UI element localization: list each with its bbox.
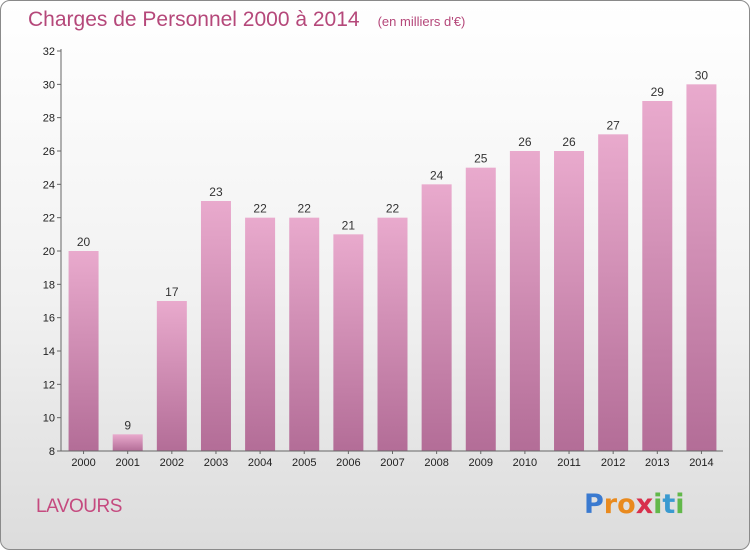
logo-letter: x <box>635 489 654 520</box>
y-tick-label: 30 <box>43 79 55 91</box>
chart-title: Charges de Personnel 2000 à 2014 (en mill… <box>28 8 465 32</box>
data-label: 22 <box>298 202 312 216</box>
bar <box>598 134 629 452</box>
y-tick-label: 20 <box>43 246 55 258</box>
bar <box>377 217 408 451</box>
axes-group: 2000 2001 2002 2003 2004 2005 2006 2007 2008 2009… <box>43 46 723 469</box>
data-label: 20 <box>77 235 91 249</box>
bar <box>68 251 99 451</box>
x-tick-label: 2002 <box>160 457 184 469</box>
x-tick-label: 2014 <box>689 457 713 469</box>
bars-group: 20 9 17 23 22 22 21 22 24 25 26 26 27 29 30 <box>68 68 717 452</box>
bar <box>554 151 585 451</box>
bar <box>421 184 452 452</box>
x-tick-label: 2004 <box>248 457 272 469</box>
data-label: 26 <box>562 135 576 149</box>
y-tick-label: 26 <box>43 146 55 158</box>
bar <box>465 167 496 451</box>
y-tick-label: 8 <box>49 446 55 458</box>
data-label: 25 <box>474 152 488 166</box>
data-label: 24 <box>430 168 444 182</box>
chart-subtitle: (en milliers d'€) <box>377 14 466 29</box>
data-label: 9 <box>124 418 131 432</box>
x-tick-label: 2006 <box>336 457 360 469</box>
x-tick-label: 2000 <box>71 457 95 469</box>
bar <box>642 101 673 451</box>
x-tick-label: 2001 <box>115 457 139 469</box>
x-tick-label: 2010 <box>513 457 537 469</box>
y-tick-label: 12 <box>43 379 55 391</box>
y-tick-label: 18 <box>43 279 55 291</box>
proxiti-logo: Proxiti <box>584 489 685 520</box>
x-tick-label: 2005 <box>292 457 316 469</box>
place-label: LAVOURS <box>36 496 122 517</box>
logo-letter: r <box>603 489 618 520</box>
y-tick-label: 10 <box>43 413 55 425</box>
data-label: 21 <box>342 218 356 232</box>
bar <box>112 434 143 451</box>
y-tick-label: 16 <box>43 313 55 325</box>
x-tick-label: 2008 <box>424 457 448 469</box>
bar <box>509 151 540 451</box>
chart-title-text: Charges de Personnel 2000 à 2014 <box>28 8 360 31</box>
y-tick-label: 32 <box>43 46 55 58</box>
data-label: 17 <box>165 285 179 299</box>
data-label: 23 <box>209 185 223 199</box>
bar <box>245 217 276 451</box>
logo-letter: P <box>584 489 604 520</box>
x-tick-label: 2003 <box>204 457 228 469</box>
y-tick-label: 22 <box>43 213 55 225</box>
x-tick-label: 2013 <box>645 457 669 469</box>
data-label: 27 <box>606 118 620 132</box>
bar <box>686 84 717 451</box>
x-tick-label: 2012 <box>601 457 625 469</box>
y-tick-label: 28 <box>43 113 55 125</box>
x-tick-label: 2007 <box>380 457 404 469</box>
logo-letter: i <box>675 489 685 520</box>
data-label: 29 <box>651 85 665 99</box>
logo-letter: o <box>617 489 636 520</box>
y-tick-label: 24 <box>43 179 55 191</box>
data-label: 26 <box>518 135 532 149</box>
x-tick-label: 2009 <box>469 457 493 469</box>
bar <box>289 217 320 451</box>
logo-letter: i <box>653 489 663 520</box>
y-tick-label: 14 <box>43 346 55 358</box>
data-label: 30 <box>695 68 709 82</box>
logo-letter: t <box>662 489 676 520</box>
x-tick-label: 2011 <box>557 457 581 469</box>
bar <box>333 234 364 451</box>
data-label: 22 <box>253 202 267 216</box>
bar <box>156 301 187 451</box>
data-label: 22 <box>386 202 400 216</box>
bar <box>200 201 231 451</box>
